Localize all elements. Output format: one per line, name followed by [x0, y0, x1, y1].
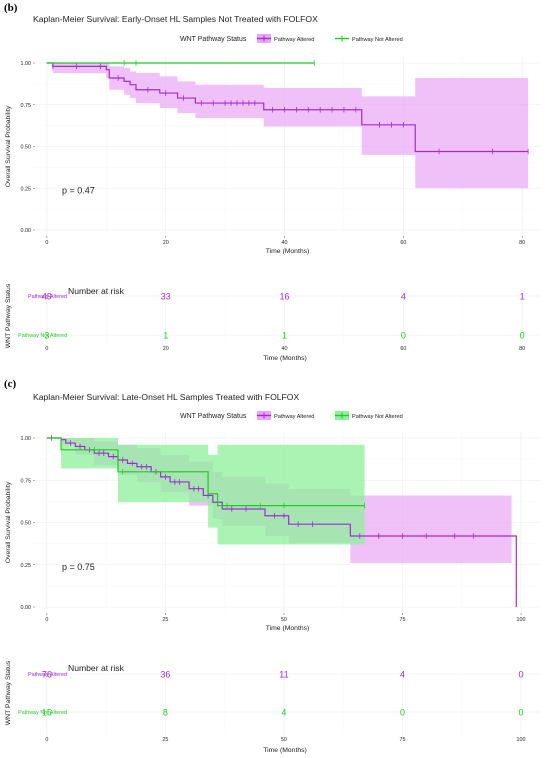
panel-0: (b) Kaplan-Meier Survival: Early-Onset HL… [4, 2, 540, 362]
y-tick-label: 1.00 [21, 436, 32, 442]
risk-count: 11 [279, 670, 288, 680]
x-tick-label: 50 [281, 617, 287, 623]
legend: WNT Pathway Status Pathway Altered Pathway… [180, 411, 403, 420]
y-tick-label: 0.25 [21, 186, 32, 192]
risk-count: 0 [519, 670, 524, 680]
legend-item-not-altered: Pathway Not Altered [335, 411, 403, 420]
x-tick-label: 75 [399, 617, 405, 623]
risk-y-axis-label: WNT Pathway Status [5, 660, 12, 725]
risk-x-tick-label: 0 [45, 346, 48, 352]
x-tick-label: 20 [163, 240, 169, 246]
risk-count: 1 [520, 292, 525, 302]
chart-title: Kaplan-Meier Survival: Late-Onset HL Sam… [33, 392, 299, 402]
risk-count: 76 [42, 670, 52, 680]
risk-row-label: Pathway Not Altered [18, 333, 67, 339]
risk-count: 49 [42, 292, 52, 302]
y-tick-label: 1.00 [21, 61, 32, 67]
y-tick-label: 0.50 [21, 145, 32, 151]
risk-count: 33 [161, 292, 171, 302]
x-tick-label: 0 [45, 617, 48, 623]
risk-count: 0 [401, 331, 406, 341]
risk-row-label: Pathway Not Altered [18, 710, 67, 716]
risk-count: 4 [400, 670, 405, 680]
y-tick-label: 0.75 [21, 478, 32, 484]
ci-band-altered [46, 63, 529, 189]
risk-x-tick-label: 100 [517, 737, 526, 743]
risk-x-tick-label: 60 [400, 346, 406, 352]
risk-count: 1 [163, 331, 168, 341]
risk-count: 1 [282, 331, 287, 341]
y-axis-label: Overall Survival Probability [5, 481, 12, 563]
risk-x-tick-label: 50 [281, 737, 287, 743]
x-tick-label: 100 [517, 617, 526, 623]
x-tick-label: 80 [519, 240, 525, 246]
y-tick-label: 0.75 [21, 103, 32, 109]
risk-x-tick-label: 25 [162, 737, 168, 743]
ci-band-not-altered [46, 438, 365, 545]
risk-count: 8 [163, 708, 168, 718]
legend-title: WNT Pathway Status [180, 413, 247, 420]
risk-count: 3 [44, 331, 49, 341]
y-tick-label: 0.00 [21, 605, 32, 611]
risk-count: 0 [400, 708, 405, 718]
x-tick-label: 60 [400, 240, 406, 246]
legend-label: Pathway Altered [274, 414, 314, 420]
legend: WNT Pathway Status Pathway Altered Pathway… [180, 34, 403, 43]
risk-x-axis-label: Time (Months) [263, 355, 307, 362]
risk-x-tick-label: 20 [163, 346, 169, 352]
legend-label: Pathway Not Altered [352, 414, 403, 420]
risk-x-tick-label: 80 [519, 346, 525, 352]
risk-count: 0 [519, 708, 524, 718]
x-tick-label: 25 [162, 617, 168, 623]
x-axis-label: Time (Months) [266, 625, 310, 632]
y-axis-label: Overall Survival Probability [5, 105, 12, 187]
risk-row-label: Pathway Altered [28, 672, 67, 678]
risk-table-title: Number at risk [68, 663, 125, 673]
x-axis-label: Time (Months) [266, 248, 310, 255]
p-value: p = 0.75 [62, 562, 95, 572]
legend-label: Pathway Not Altered [352, 37, 403, 43]
x-tick-label: 40 [282, 240, 288, 246]
risk-x-tick-label: 40 [282, 346, 288, 352]
legend-item-not-altered: Pathway Not Altered [335, 35, 403, 43]
legend-label: Pathway Altered [274, 37, 314, 43]
risk-table-title: Number at risk [68, 286, 125, 296]
risk-count: 0 [520, 331, 525, 341]
risk-count: 36 [160, 670, 170, 680]
risk-count: 4 [281, 708, 286, 718]
risk-x-axis-label: Time (Months) [263, 747, 307, 754]
panel-1: (c) Kaplan-Meier Survival: Late-Onset HL … [4, 378, 540, 754]
panel-label: (b) [4, 2, 18, 14]
risk-row-label: Pathway Altered [28, 294, 67, 300]
y-tick-label: 0.00 [21, 228, 32, 234]
panel-label: (c) [4, 378, 17, 390]
risk-count: 4 [401, 292, 406, 302]
risk-count: 16 [280, 292, 290, 302]
risk-x-tick-label: 0 [45, 737, 48, 743]
legend-title: WNT Pathway Status [180, 36, 247, 43]
km-curve-not-altered [46, 437, 365, 507]
legend-item-altered: Pathway Altered [257, 34, 314, 43]
p-value: p = 0.47 [62, 185, 95, 195]
chart-title: Kaplan-Meier Survival: Early-Onset HL Sa… [33, 14, 318, 24]
x-tick-label: 0 [45, 240, 48, 246]
legend-item-altered: Pathway Altered [257, 411, 314, 420]
risk-y-axis-label: WNT Pathway Status [5, 283, 12, 348]
y-tick-label: 0.25 [21, 563, 32, 569]
y-tick-label: 0.50 [21, 521, 32, 527]
risk-count: 15 [42, 708, 52, 718]
risk-x-tick-label: 75 [399, 737, 405, 743]
